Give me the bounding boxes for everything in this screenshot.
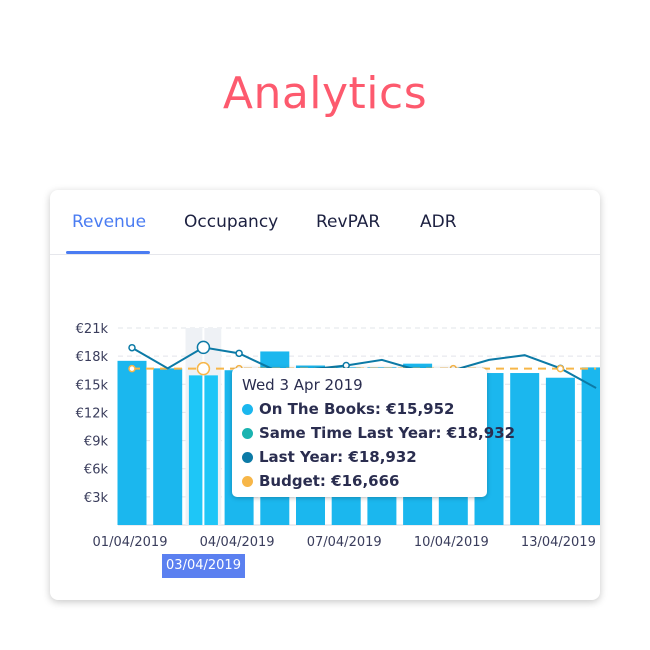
- bar-on-the-books: [545, 377, 575, 525]
- tooltip-date: Wed 3 Apr 2019: [242, 376, 363, 394]
- bar-on-the-books: [510, 373, 540, 525]
- y-tick-label: €3k: [84, 491, 109, 506]
- legend-dot-icon: [242, 452, 253, 463]
- tab-revpar[interactable]: RevPAR: [316, 212, 381, 232]
- y-tick-label: €9k: [84, 435, 109, 450]
- tooltip-row-label: Budget: €16,666: [259, 472, 400, 490]
- tab-revenue[interactable]: Revenue: [72, 212, 147, 232]
- x-tick-label: 10/04/2019: [414, 535, 489, 550]
- tab-bar: Revenue Occupancy RevPAR ADR: [50, 190, 600, 255]
- y-tick-label: €6k: [84, 463, 109, 478]
- x-tick-label: 07/04/2019: [307, 535, 382, 550]
- x-tick-label: 01/04/2019: [93, 535, 168, 550]
- active-point-budget: [196, 361, 211, 376]
- point-last-year: [235, 349, 243, 358]
- highlighted-date-label: 03/04/2019: [162, 554, 245, 578]
- bar-on-the-books: [581, 367, 600, 525]
- point-budget: [128, 364, 136, 373]
- tab-adr[interactable]: ADR: [420, 212, 457, 232]
- tooltip-row-label: Last Year: €18,932: [259, 448, 417, 466]
- tooltip-row-label: On The Books: €15,952: [259, 400, 455, 418]
- bar-on-the-books: [153, 368, 183, 525]
- page-title: Analytics: [222, 68, 428, 119]
- x-tick-label: 13/04/2019: [521, 535, 596, 550]
- y-tick-label: €21k: [76, 322, 109, 337]
- tooltip-row-last-year: Last Year: €18,932: [242, 448, 417, 466]
- y-tick-label: €12k: [76, 406, 109, 421]
- tab-occupancy[interactable]: Occupancy: [184, 212, 279, 232]
- y-tick-label: €15k: [76, 378, 109, 393]
- tooltip-row-same-time-last-year: Same Time Last Year: €18,932: [242, 424, 515, 442]
- active-point-last-year: [196, 340, 211, 355]
- point-budget: [556, 364, 565, 373]
- bar-on-the-books: [117, 360, 147, 525]
- legend-dot-icon: [242, 476, 253, 487]
- legend-dot-icon: [242, 428, 253, 439]
- tooltip-row-budget: Budget: €16,666: [242, 472, 399, 490]
- tooltip-row-label: Same Time Last Year: €18,932: [259, 424, 516, 442]
- point-last-year: [128, 343, 136, 352]
- legend-dot-icon: [242, 404, 253, 415]
- x-tick-label: 04/04/2019: [200, 535, 275, 550]
- chart-tooltip: Wed 3 Apr 2019 On The Books: €15,952 Sam…: [232, 368, 515, 497]
- analytics-card: Revenue Occupancy RevPAR ADR €3k €6k €9k €1…: [50, 190, 600, 600]
- y-tick-label: €18k: [76, 350, 109, 365]
- tooltip-row-on-the-books: On The Books: €15,952: [242, 400, 454, 418]
- active-tab-indicator: [66, 251, 150, 254]
